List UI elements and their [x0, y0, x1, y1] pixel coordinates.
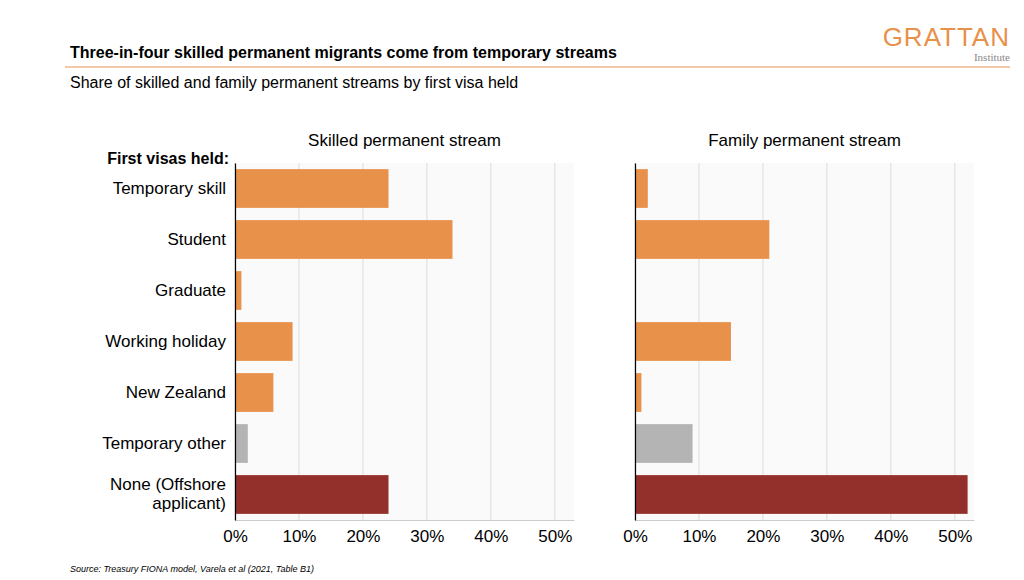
x-tick-label: 40%	[474, 527, 508, 546]
y-tick-label: Temporary skill	[113, 179, 226, 198]
chart-title: Three-in-four skilled permanent migrants…	[70, 44, 617, 61]
plot-background	[235, 163, 574, 520]
y-tick-label: Temporary other	[102, 434, 226, 453]
x-tick-label: 0%	[223, 527, 248, 546]
y-tick: Temporary skill	[113, 179, 235, 198]
x-tick: 30%	[410, 520, 444, 546]
bars	[635, 169, 968, 514]
y-axis-line	[635, 164, 636, 521]
grid-line	[426, 163, 427, 520]
x-tick-label: 10%	[282, 527, 316, 546]
bar	[235, 475, 389, 514]
y-axis-line	[235, 164, 236, 521]
x-tick-label: 30%	[410, 527, 444, 546]
bar	[635, 169, 648, 208]
x-tick: 40%	[874, 520, 908, 546]
header-rule	[65, 66, 1010, 67]
x-tick: 10%	[282, 520, 316, 546]
y-tick: Temporary other	[102, 434, 235, 453]
x-tick: 20%	[346, 520, 380, 546]
x-tick: 30%	[810, 520, 844, 546]
x-tick: 40%	[474, 520, 508, 546]
grid	[235, 163, 555, 520]
y-tick-label: Student	[167, 230, 226, 249]
grid-line	[235, 163, 236, 520]
x-axis: 0% 10% 20% 30% 40% 50%	[223, 520, 574, 546]
x-tick: 10%	[682, 520, 716, 546]
grid-line	[635, 163, 636, 520]
y-tick-label: Working holiday	[105, 332, 226, 351]
x-tick: 20%	[746, 520, 780, 546]
x-tick-label: 50%	[538, 527, 572, 546]
x-tick: 0%	[623, 520, 648, 546]
x-tick: 50%	[538, 520, 572, 546]
x-tick-label: 40%	[874, 527, 908, 546]
chart-subtitle: Share of skilled and family permanent st…	[70, 74, 518, 91]
x-tick-label: 10%	[682, 527, 716, 546]
y-tick: Working holiday	[105, 332, 235, 351]
panel: Skilled permanent stream 0% 10% 20% 30% 40% 50…	[102, 131, 574, 546]
bar	[635, 220, 769, 259]
bar	[235, 220, 452, 259]
y-tick: Student	[167, 230, 235, 249]
bar	[235, 424, 248, 463]
y-tick: New Zealand	[126, 383, 235, 402]
grid-line	[554, 163, 555, 520]
grid	[635, 163, 955, 520]
x-tick-label: 20%	[346, 527, 380, 546]
y-tick-label: Graduate	[155, 281, 226, 300]
panel: Family permanent stream 0% 10% 20% 30% 40% 50%	[623, 131, 974, 546]
bars	[235, 169, 452, 514]
y-tick-label: None (Offshoreapplicant)	[110, 475, 226, 513]
y-tick: None (Offshoreapplicant)	[110, 475, 235, 513]
brand-sub: Institute	[974, 51, 1010, 63]
x-tick: 0%	[223, 520, 248, 546]
x-axis: 0% 10% 20% 30% 40% 50%	[623, 520, 974, 546]
x-tick-label: 0%	[623, 527, 648, 546]
chart-root: Three-in-four skilled permanent migrants…	[0, 0, 1024, 580]
panel-title: Skilled permanent stream	[308, 131, 501, 150]
grid-line	[954, 163, 955, 520]
brand: GRATTAN	[883, 22, 1010, 52]
y-axis-title: First visas held:	[107, 150, 229, 167]
x-tick: 50%	[938, 520, 972, 546]
x-tick-label: 50%	[938, 527, 972, 546]
x-tick-label: 30%	[810, 527, 844, 546]
grid-line	[762, 163, 763, 520]
y-tick-label: New Zealand	[126, 383, 226, 402]
bar	[635, 475, 968, 514]
bar	[635, 424, 693, 463]
x-axis-line	[236, 520, 575, 521]
source-note: Source: Treasury FIONA model, Varela et …	[70, 564, 314, 574]
grid-line	[362, 163, 363, 520]
grid-line	[298, 163, 299, 520]
plot-background	[635, 163, 974, 520]
bar	[235, 373, 273, 412]
y-axis: Temporary skill Student Graduate Working ho…	[102, 164, 235, 521]
bar	[235, 322, 293, 361]
grid-line	[490, 163, 491, 520]
y-axis	[635, 164, 637, 521]
grid-line	[826, 163, 827, 520]
grid-line	[890, 163, 891, 520]
bar	[235, 169, 389, 208]
x-axis-line	[636, 520, 975, 521]
y-tick: Graduate	[155, 281, 235, 300]
x-tick-label: 20%	[746, 527, 780, 546]
bar	[635, 322, 731, 361]
panel-title: Family permanent stream	[708, 131, 901, 150]
